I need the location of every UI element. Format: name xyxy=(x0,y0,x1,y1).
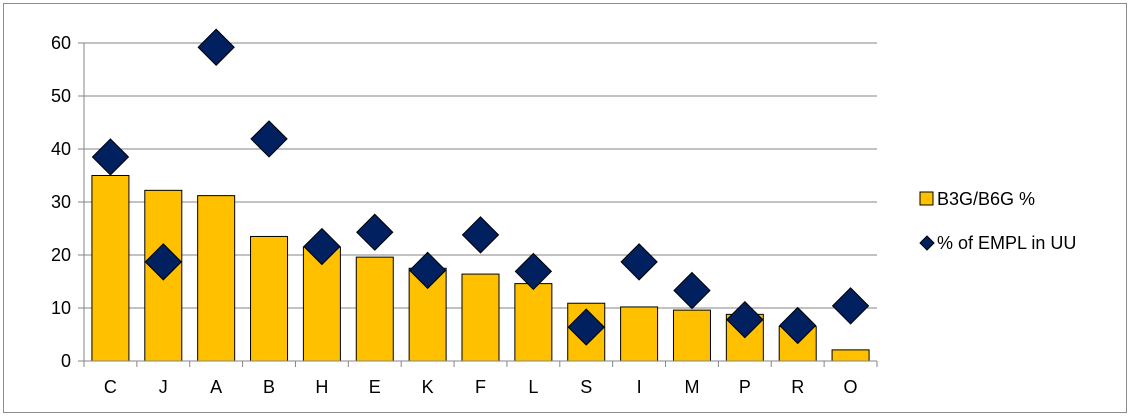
bar xyxy=(620,306,659,362)
legend-label: % of EMPL in UU xyxy=(937,233,1076,253)
bar xyxy=(355,256,394,362)
marker-point xyxy=(567,308,605,346)
x-tick-label: J xyxy=(159,377,168,397)
y-tick-label: 50 xyxy=(51,86,71,106)
x-tick-label: O xyxy=(844,377,858,397)
x-tick-label: A xyxy=(210,377,222,397)
y-tick-label: 40 xyxy=(51,139,71,159)
y-tick-label: 10 xyxy=(51,298,71,318)
x-tick-label: S xyxy=(580,377,592,397)
marker-point xyxy=(673,271,711,310)
y-tick-label: 0 xyxy=(61,351,71,371)
axes xyxy=(78,42,878,367)
bar xyxy=(672,309,711,362)
y-tick-label: 20 xyxy=(51,245,71,265)
x-tick-label: K xyxy=(422,377,434,397)
x-tick-label: P xyxy=(739,377,751,397)
marker-point xyxy=(778,306,817,345)
marker-point xyxy=(408,251,447,290)
bar-series xyxy=(91,175,870,362)
bar xyxy=(461,273,500,362)
legend-swatch-diamond xyxy=(919,235,935,251)
marker-point xyxy=(726,300,764,339)
y-axis-ticks: 0 10 20 30 40 50 60 xyxy=(51,33,71,371)
x-tick-label: M xyxy=(684,377,699,397)
marker-point xyxy=(91,138,130,176)
x-tick-label: E xyxy=(369,377,381,397)
x-tick-label: F xyxy=(475,377,486,397)
x-tick-label: C xyxy=(104,377,117,397)
x-tick-label: B xyxy=(263,377,275,397)
chart-frame xyxy=(3,3,1127,413)
marker-series xyxy=(91,28,870,346)
marker-point xyxy=(514,252,553,291)
marker-point xyxy=(356,213,394,251)
bar xyxy=(91,175,130,362)
marker-point xyxy=(197,28,235,66)
bar xyxy=(831,349,870,362)
bar xyxy=(197,195,236,362)
legend-swatch-bar xyxy=(919,191,934,206)
bar xyxy=(514,283,553,362)
bar xyxy=(250,235,289,362)
marker-point xyxy=(831,287,870,325)
x-tick-label: I xyxy=(637,377,642,397)
x-tick-label: L xyxy=(528,377,538,397)
x-tick-label: R xyxy=(791,377,804,397)
marker-point xyxy=(250,120,288,158)
x-tick-label: H xyxy=(315,377,328,397)
legend: B3G/B6G % % of EMPL in UU xyxy=(919,189,1076,253)
legend-label: B3G/B6G % xyxy=(937,189,1035,209)
marker-point xyxy=(303,227,341,266)
y-tick-label: 60 xyxy=(51,33,71,53)
marker-point xyxy=(144,243,183,281)
marker-point xyxy=(620,243,658,281)
y-tick-label: 30 xyxy=(51,192,71,212)
marker-point xyxy=(461,216,500,254)
bar xyxy=(302,246,341,362)
